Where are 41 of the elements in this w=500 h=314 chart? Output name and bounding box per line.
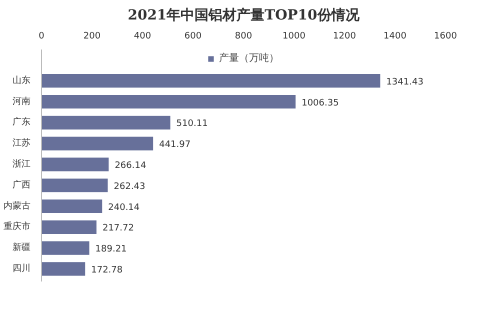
data-label: 441.97 [159, 140, 191, 150]
data-label: 1006.35 [302, 98, 339, 108]
bar [42, 220, 96, 234]
y-tick-label: 内蒙古 [4, 200, 30, 212]
data-label: 240.14 [108, 202, 140, 213]
chart-title: 2021年中国铝材产量TOP10份情况 [128, 6, 360, 24]
x-tick-label: 1000 [282, 32, 306, 42]
bar [42, 74, 380, 88]
bar [42, 158, 109, 172]
data-label: 217.72 [102, 224, 134, 234]
y-tick-label: 浙江 [12, 158, 30, 170]
x-tick-label: 600 [184, 32, 202, 42]
x-tick-label: 1600 [434, 32, 458, 42]
x-tick-label: 0 [38, 32, 45, 42]
data-label: 262.43 [114, 182, 146, 192]
bar [42, 241, 90, 255]
bar [42, 136, 154, 150]
bar [42, 178, 108, 192]
bar [42, 94, 296, 109]
y-tick-label: 江苏 [12, 138, 30, 149]
x-tick-label: 200 [83, 32, 101, 42]
y-tick-label: 广东 [12, 116, 30, 128]
bar [42, 262, 86, 276]
data-label: 189.21 [95, 244, 127, 255]
x-tick-label: 400 [134, 32, 152, 42]
x-tick-label: 1200 [333, 32, 356, 42]
y-tick-label: 广西 [12, 179, 30, 190]
y-tick-label: 新疆 [12, 242, 30, 254]
data-label: 1341.43 [386, 77, 424, 88]
y-tick-label: 四川 [12, 262, 30, 274]
y-tick-label: 重庆市 [4, 221, 30, 232]
data-label: 510.11 [176, 119, 208, 130]
x-tick-label: 1400 [384, 32, 407, 42]
bar [42, 116, 170, 130]
data-label: 266.14 [114, 160, 146, 171]
data-label: 172.78 [91, 265, 123, 276]
bar [42, 199, 102, 214]
y-tick-label: 河南 [12, 96, 30, 107]
legend-label: 产量（万吨） [219, 52, 279, 65]
y-tick-label: 山东 [12, 74, 30, 86]
x-tick-label: 800 [234, 32, 252, 42]
